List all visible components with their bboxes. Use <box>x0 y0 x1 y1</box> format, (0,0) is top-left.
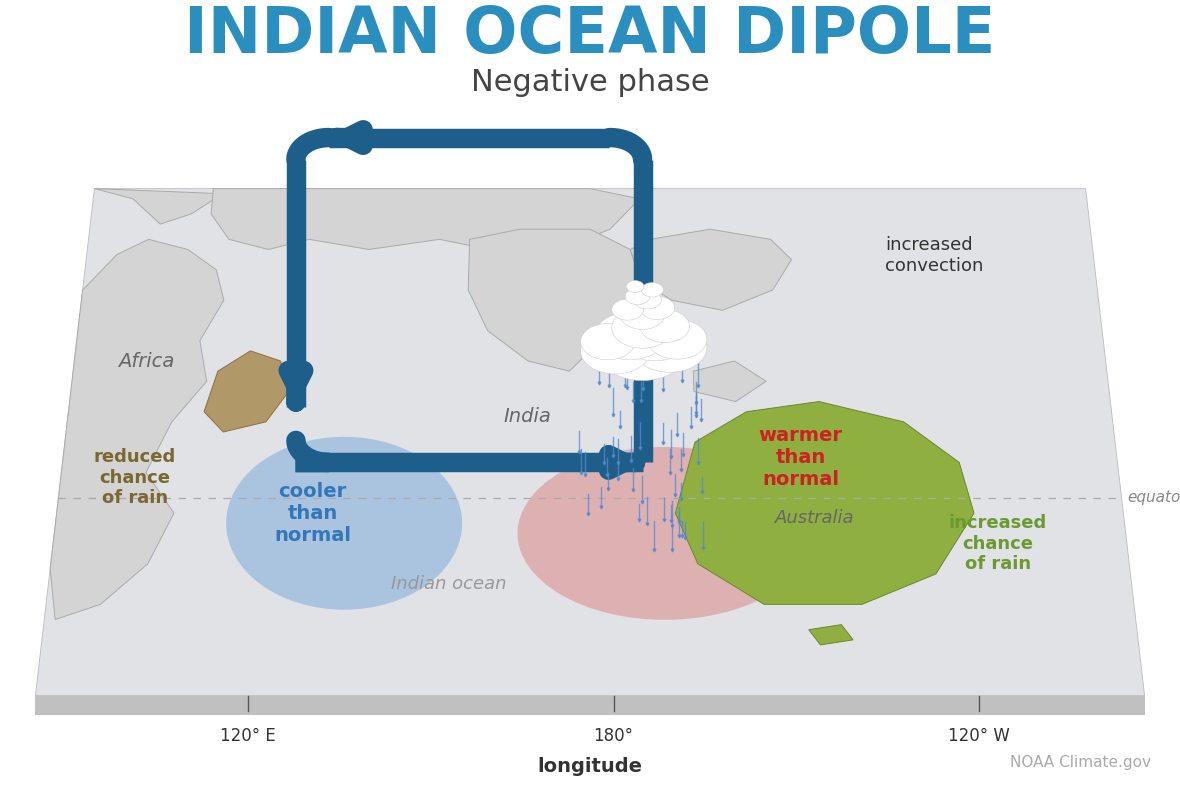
Text: INDIAN OCEAN DIPOLE: INDIAN OCEAN DIPOLE <box>184 5 996 66</box>
Circle shape <box>642 282 663 297</box>
Ellipse shape <box>518 447 813 620</box>
Text: 120° W: 120° W <box>949 727 1010 745</box>
Circle shape <box>625 288 650 305</box>
Text: reduced
chance
of rain: reduced chance of rain <box>93 448 176 508</box>
Polygon shape <box>468 230 641 371</box>
Polygon shape <box>94 189 223 224</box>
Circle shape <box>598 321 687 380</box>
Text: warmer
than
normal: warmer than normal <box>759 426 843 489</box>
Text: NOAA Climate.gov: NOAA Climate.gov <box>1010 755 1150 770</box>
Polygon shape <box>211 189 640 249</box>
Polygon shape <box>204 351 289 432</box>
Polygon shape <box>35 189 1145 696</box>
Text: India: India <box>504 407 551 426</box>
Circle shape <box>640 296 675 319</box>
Text: Indian ocean: Indian ocean <box>392 575 507 593</box>
Text: equator: equator <box>1128 490 1180 505</box>
Circle shape <box>621 299 664 329</box>
Polygon shape <box>630 230 792 310</box>
Circle shape <box>581 324 635 360</box>
Text: 120° E: 120° E <box>219 727 276 745</box>
Text: Australia: Australia <box>774 509 854 527</box>
Circle shape <box>615 308 695 361</box>
Circle shape <box>595 312 666 360</box>
Polygon shape <box>675 402 974 604</box>
Text: Negative phase: Negative phase <box>471 68 709 97</box>
Circle shape <box>627 281 644 292</box>
Text: increased
convection: increased convection <box>885 236 983 274</box>
Circle shape <box>632 323 707 373</box>
Polygon shape <box>35 696 1145 715</box>
Polygon shape <box>694 361 766 402</box>
Circle shape <box>634 291 661 309</box>
Polygon shape <box>50 239 224 619</box>
Text: 180°: 180° <box>594 727 634 745</box>
Text: Africa: Africa <box>118 351 175 370</box>
Ellipse shape <box>227 437 463 610</box>
Text: cooler
than
normal: cooler than normal <box>274 482 352 545</box>
Circle shape <box>648 319 707 359</box>
Text: increased
chance
of rain: increased chance of rain <box>949 514 1047 573</box>
Text: longitude: longitude <box>538 757 642 776</box>
Circle shape <box>611 307 674 348</box>
Circle shape <box>581 328 650 374</box>
Circle shape <box>611 299 643 320</box>
Circle shape <box>640 310 689 343</box>
Polygon shape <box>808 625 853 645</box>
